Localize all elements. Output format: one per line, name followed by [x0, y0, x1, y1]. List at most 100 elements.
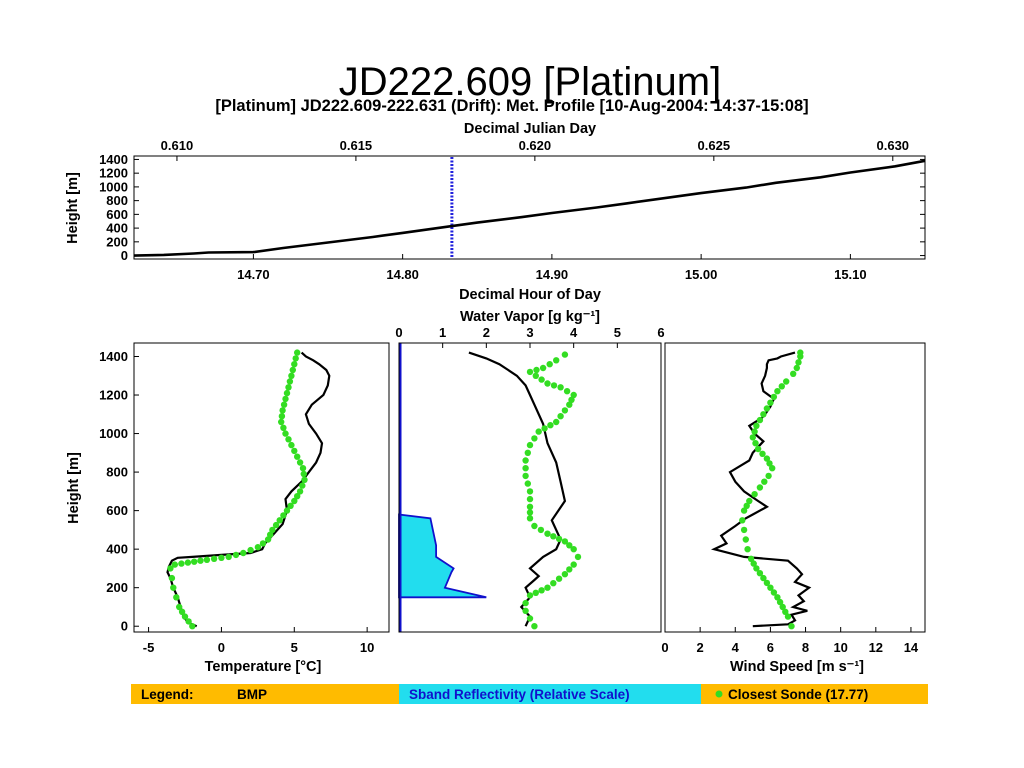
sonde-point	[300, 470, 307, 478]
sonde-point	[782, 608, 789, 615]
wind-speed-x-tick-label: 4	[732, 640, 740, 655]
temperature-y-ticks: 0 200 400 600 800 1000 1200 1400	[99, 349, 139, 634]
sonde-point	[287, 502, 294, 509]
top-x-tick-label: 15.00	[685, 267, 718, 282]
sonde-point	[550, 382, 558, 389]
temperature-y-tick-label: 800	[106, 465, 128, 480]
top-x-tick-label: 14.80	[386, 267, 419, 282]
sonde-point	[531, 435, 538, 442]
sonde-point	[533, 366, 540, 374]
sonde-point	[269, 526, 276, 534]
sonde-point	[776, 598, 784, 606]
sonde-point	[299, 482, 306, 489]
sonde-point	[276, 517, 283, 524]
sonde-point	[797, 349, 804, 356]
wind-speed-x-tick-label: 0	[661, 640, 668, 655]
sonde-point	[763, 579, 771, 587]
top-x2-ticks: 0.610 0.615 0.620 0.625 0.630	[161, 138, 909, 161]
sonde-point	[283, 389, 291, 397]
temperature-x-tick-label: 10	[360, 640, 374, 655]
sonde-point	[291, 497, 298, 505]
water-vapor-x-tick-label: 6	[657, 325, 664, 340]
sonde-point	[779, 603, 786, 611]
sonde-point	[746, 497, 753, 505]
height-series-line	[133, 159, 926, 257]
top-x-tick-label: 15.10	[834, 267, 867, 282]
sonde-point	[218, 554, 225, 561]
sonde-point	[756, 484, 764, 491]
wind-speed-x-axis-label: Wind Speed [m s⁻¹]	[730, 659, 864, 675]
sonde-point	[280, 401, 288, 408]
sonde-point	[557, 384, 564, 391]
water-vapor-x-tick-label: 2	[483, 325, 490, 340]
sonde-point	[289, 366, 296, 374]
sonde-point	[285, 436, 292, 443]
sonde-point	[232, 551, 240, 559]
sonde-point	[524, 449, 531, 456]
sonde-point	[793, 364, 800, 372]
top-x2-tick-label: 0.610	[161, 138, 194, 153]
sonde-point	[778, 383, 785, 390]
sonde-point	[550, 580, 557, 587]
top-x-axis-label: Decimal Hour of Day	[459, 287, 601, 303]
sonde-point	[760, 574, 767, 582]
top-x-ticks: 14.70 14.80 14.90 15.00 15.10	[237, 254, 867, 282]
wind-speed-x-tick-label: 12	[869, 640, 883, 655]
legend-sonde: Closest Sonde (17.77)	[728, 687, 868, 702]
temperature-y-axis-label: Height [m]	[66, 452, 82, 524]
temperature-x-axis-label: Temperature [°C]	[205, 659, 322, 675]
sonde-point	[299, 465, 307, 472]
sonde-point	[296, 488, 304, 495]
sonde-point	[566, 542, 573, 549]
temperature-y-tick-label: 600	[106, 503, 128, 518]
sonde-point	[170, 584, 177, 591]
wind-speed-plot-frame	[664, 342, 926, 633]
sonde-point	[524, 480, 531, 487]
sonde-point	[747, 555, 755, 562]
sonde-point	[283, 507, 291, 514]
temperature-y-tick-label: 1000	[99, 426, 128, 441]
sonde-point	[184, 559, 192, 566]
sonde-point	[539, 364, 547, 372]
temperature-x-tick-label: -5	[143, 640, 155, 655]
sonde-point	[522, 599, 529, 607]
sonde-point	[288, 441, 295, 449]
top-y-tick-label: 600	[106, 207, 128, 222]
sonde-point	[178, 560, 185, 567]
sonde-point	[272, 521, 280, 529]
top-plot-area	[133, 157, 926, 258]
page-title: JD222.609 [Platinum]	[339, 60, 721, 104]
page-subtitle: [Platinum] JD222.609-222.631 (Drift): Me…	[215, 97, 808, 115]
wind-speed-chart: 0 2 4 6 8 10 12 14 Wind Speed [m s⁻¹]	[661, 342, 926, 675]
top-x-tick-label: 14.70	[237, 267, 270, 282]
sonde-point	[574, 553, 582, 561]
top-y-tick-label: 0	[121, 248, 128, 263]
sonde-point	[522, 465, 529, 472]
sonde-point	[294, 493, 301, 500]
sonde-point	[531, 522, 538, 530]
sonde-point	[557, 413, 564, 420]
sonde-point	[278, 418, 285, 426]
sonde-point	[566, 401, 573, 408]
wind-speed-x-ticks: 0 2 4 6 8 10 12 14	[661, 627, 919, 655]
temperature-x-ticks: -5 0 5 10	[143, 627, 374, 655]
sonde-point	[282, 430, 289, 437]
sonde-point	[522, 457, 529, 464]
sonde-point	[526, 509, 534, 516]
water-vapor-x-ticks: 0 1 2 3 4 5 6	[395, 325, 665, 348]
sonde-point	[752, 440, 759, 447]
sonde-point	[178, 608, 186, 615]
sonde-point	[282, 395, 289, 403]
sonde-point	[555, 535, 563, 543]
sonde-point	[570, 391, 577, 399]
sonde-point	[770, 393, 778, 401]
sonde-point	[522, 607, 529, 614]
top-y-tick-label: 400	[106, 221, 128, 236]
sonde-point	[291, 361, 298, 368]
legend-bmp: BMP	[237, 687, 267, 702]
sonde-point	[561, 571, 569, 578]
sonde-point	[561, 538, 569, 545]
sonde-point	[767, 584, 774, 591]
sonde-point	[561, 407, 569, 414]
sonde-point	[553, 357, 560, 364]
